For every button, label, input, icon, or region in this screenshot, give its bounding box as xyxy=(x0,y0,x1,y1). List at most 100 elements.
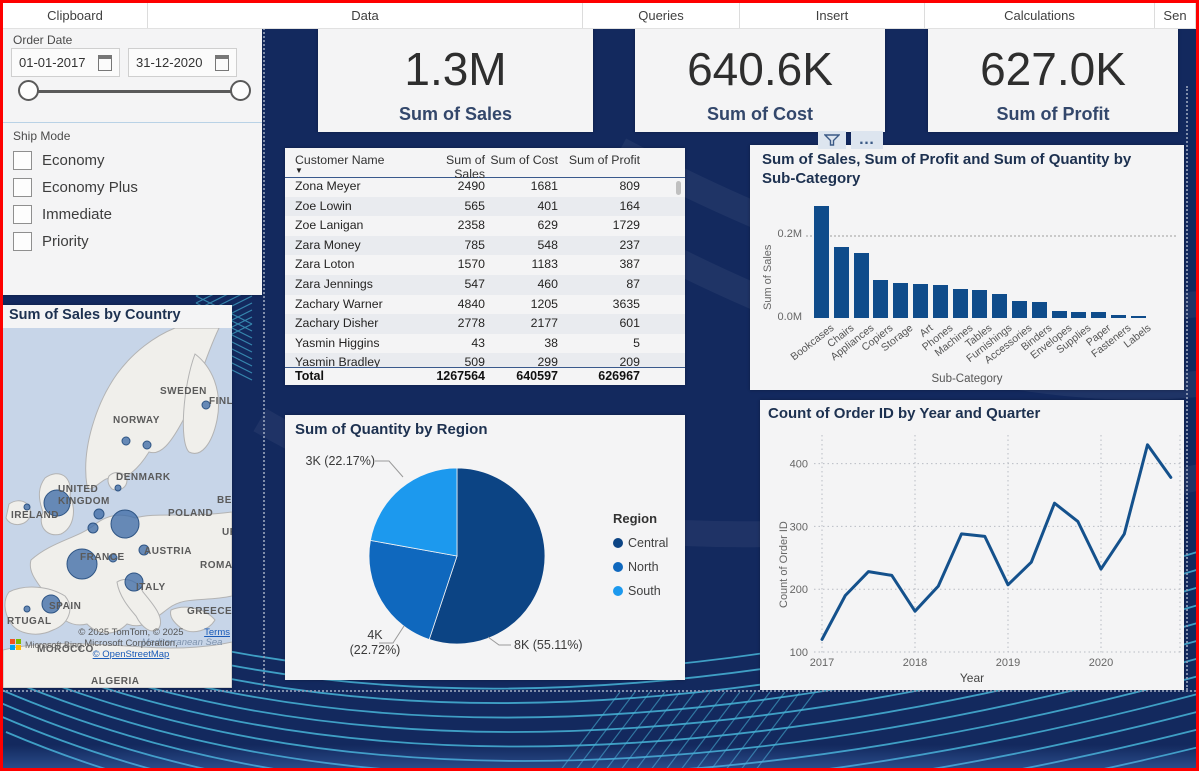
bar-envelopes[interactable] xyxy=(1051,311,1067,318)
ribbon-tab-queries[interactable]: Queries xyxy=(583,3,740,28)
date-range-slider-handle-end[interactable] xyxy=(230,80,251,101)
calendar-icon[interactable] xyxy=(98,54,112,71)
table-row[interactable]: Zara Money 785 548 237 xyxy=(285,235,685,256)
bar-appliances[interactable] xyxy=(853,253,869,318)
checkbox-unchecked[interactable] xyxy=(13,178,32,197)
bar-art[interactable] xyxy=(913,284,928,318)
order-date-end-input[interactable]: 31-12-2020 xyxy=(128,48,237,77)
table-row[interactable]: Zara Loton 1570 1183 387 xyxy=(295,257,640,272)
order-date-start-input[interactable]: 01-01-2017 xyxy=(11,48,120,77)
bar-labels[interactable] xyxy=(1130,316,1146,318)
map-sales-bubble[interactable] xyxy=(87,522,99,534)
ribbon-tab-insert[interactable]: Insert xyxy=(740,3,925,28)
map-sales-bubble[interactable] xyxy=(23,503,31,511)
svg-text:100: 100 xyxy=(790,647,808,659)
bar-fasteners[interactable] xyxy=(1111,315,1126,318)
table-row[interactable]: Zoe Lanigan 2358 629 1729 xyxy=(295,218,640,233)
column-header-sum-of-profit[interactable]: Sum of Profit xyxy=(568,153,640,167)
country-label-austria: AUSTRIA xyxy=(144,546,192,557)
y-tick-0_2M: 0.2M xyxy=(777,228,802,240)
map-sales-bubble[interactable] xyxy=(43,489,71,517)
map-sales-bubble[interactable] xyxy=(142,440,152,450)
ribbon-tab-sen[interactable]: Sen xyxy=(1155,3,1196,28)
bar-accessories[interactable] xyxy=(1012,301,1027,318)
table-row[interactable]: Zoe Lowin 565 401 164 xyxy=(285,196,685,217)
kpi-card-sum-of-sales[interactable]: 1.3M Sum of Sales xyxy=(318,28,593,132)
column-header-customer-name[interactable]: Customer Name xyxy=(295,153,385,167)
ribbon-tab-data[interactable]: Data xyxy=(148,3,583,28)
table-row[interactable]: Zachary Disher 2778 2177 601 xyxy=(285,314,685,334)
selection-dash-vertical-left xyxy=(263,28,265,690)
more-options-icon[interactable]: … xyxy=(851,131,883,149)
map-sales-bubble[interactable] xyxy=(93,508,105,520)
legend-item-south[interactable]: South xyxy=(613,584,668,598)
bar-chairs[interactable] xyxy=(833,247,849,318)
map-sales-bubble[interactable] xyxy=(114,484,122,492)
table-row[interactable]: Zona Meyer 2490 1681 809 xyxy=(295,179,640,193)
bar-furnishings[interactable] xyxy=(992,294,1008,318)
terms-link[interactable]: Terms xyxy=(204,627,230,638)
country-label-belaru: BELARU xyxy=(217,495,232,506)
kpi-card-sum-of-cost[interactable]: 640.6K Sum of Cost xyxy=(635,28,885,132)
ship-mode-option-immediate[interactable]: Immediate xyxy=(13,205,112,224)
kpi-card-sum-of-profit[interactable]: 627.0K Sum of Profit xyxy=(928,28,1178,132)
microsoft-logo-icon xyxy=(10,639,21,650)
ship-mode-option-priority[interactable]: Priority xyxy=(13,232,89,251)
bing-logo: Microsoft Bing xyxy=(10,639,82,650)
bar-paper[interactable] xyxy=(1091,312,1107,318)
bar-chart-title: Sum of Sales, Sum of Profit and Sum of Q… xyxy=(762,151,1132,187)
table-scrollbar-thumb[interactable] xyxy=(676,181,681,195)
map-sales-bubble[interactable] xyxy=(201,400,211,410)
ribbon-tab-clipboard[interactable]: Clipboard xyxy=(3,3,148,28)
filter-icon[interactable] xyxy=(818,131,846,149)
legend-label: Central xyxy=(628,536,669,550)
map-sales-bubble[interactable] xyxy=(110,509,140,539)
map-sales-bubble[interactable] xyxy=(23,605,31,613)
table-row[interactable]: Yasmin Bradley 509 299 209 xyxy=(285,353,685,368)
ship-mode-option-economy-plus[interactable]: Economy Plus xyxy=(13,178,138,197)
ribbon-tab-calculations[interactable]: Calculations xyxy=(925,3,1155,28)
bar-supplies[interactable] xyxy=(1071,312,1087,318)
table-row[interactable]: Yasmin Higgins 43 38 5 xyxy=(295,335,640,350)
column-header-sum-of-sales[interactable]: Sum of Sales xyxy=(446,153,485,181)
bar-tables[interactable] xyxy=(972,290,988,318)
openstreetmap-link[interactable]: © OpenStreetMap xyxy=(92,649,170,660)
legend-item-north[interactable]: North xyxy=(613,560,668,574)
map-sales-bubble[interactable] xyxy=(121,436,131,446)
ship-mode-option-economy[interactable]: Economy xyxy=(13,151,105,170)
bar-storage[interactable] xyxy=(893,283,909,318)
bar-binders[interactable] xyxy=(1031,302,1047,318)
checkbox-unchecked[interactable] xyxy=(13,232,32,251)
y-tick-0_0M: 0.0M xyxy=(777,311,802,323)
svg-text:2020: 2020 xyxy=(1089,657,1113,669)
pie-callout-south: 3K (22.17%) xyxy=(305,454,375,468)
sort-descending-icon[interactable]: ▼ xyxy=(295,166,303,175)
line-chart-tick-labels: 100 200 300 400 2017 2018 2019 2020 xyxy=(790,459,1114,669)
date-range-slider-track[interactable] xyxy=(27,90,241,93)
checkbox-unchecked[interactable] xyxy=(13,205,32,224)
calendar-icon[interactable] xyxy=(215,54,229,71)
country-label-ukr: UKR xyxy=(222,527,232,538)
order-date-label: Order Date xyxy=(13,33,73,47)
kpi-value: 640.6K xyxy=(687,43,833,95)
bar-machines[interactable] xyxy=(952,289,968,318)
legend-item-central[interactable]: Central xyxy=(613,536,668,550)
legend-dot xyxy=(613,538,623,548)
table-row[interactable]: Zachary Warner 4840 1205 3635 xyxy=(295,296,640,311)
country-label-france: FRANCE xyxy=(80,552,125,563)
column-header-sum-of-cost[interactable]: Sum of Cost xyxy=(490,153,558,167)
bar-bookcases[interactable] xyxy=(814,206,829,318)
pie-legend: Region Central North South xyxy=(613,511,668,608)
checkbox-unchecked[interactable] xyxy=(13,151,32,170)
bar-phones[interactable] xyxy=(932,285,948,318)
date-range-slider-handle-start[interactable] xyxy=(18,80,39,101)
pie-slice-south[interactable] xyxy=(369,467,458,557)
bar-x-axis-title: Sub-Category xyxy=(931,373,1003,385)
legend-title: Region xyxy=(613,511,658,526)
line-x-axis-title: Year xyxy=(959,671,985,685)
table-row[interactable]: Zara Jennings 547 460 87 xyxy=(285,274,685,295)
bar-copiers[interactable] xyxy=(873,280,889,318)
legend-dot xyxy=(613,586,623,596)
line-series[interactable] xyxy=(820,443,1173,641)
country-label-ireland: IRELAND xyxy=(11,510,59,521)
